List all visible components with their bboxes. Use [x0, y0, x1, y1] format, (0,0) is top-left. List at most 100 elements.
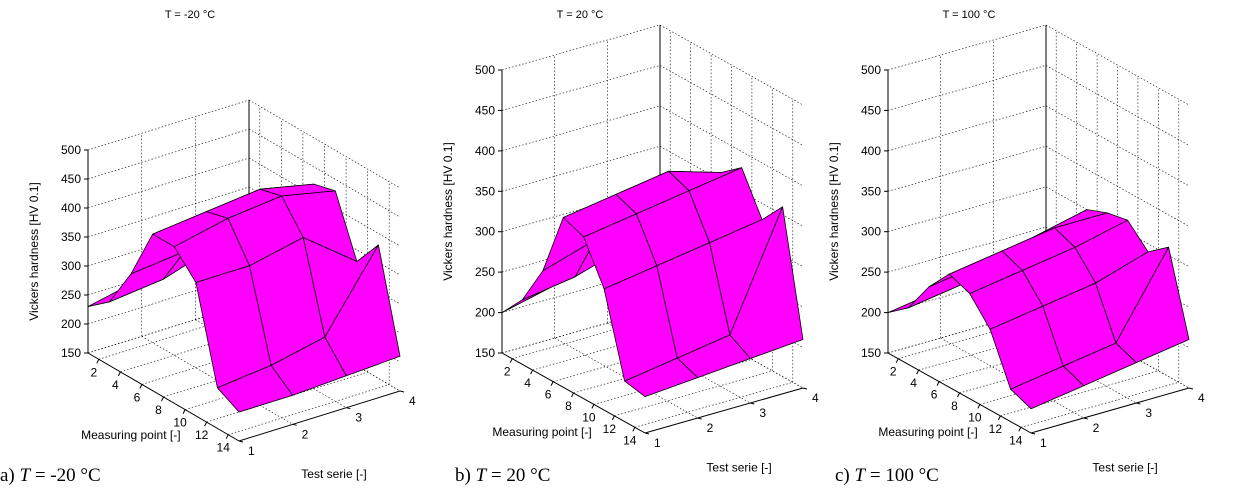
y-axis-line	[644, 387, 804, 434]
z-tick-label: 400	[475, 144, 495, 158]
x-tick-mark	[936, 381, 940, 386]
x-tick-label: 14	[217, 441, 231, 455]
x-tick-mark	[96, 359, 100, 364]
x-tick-mark	[997, 415, 1001, 421]
x-tick-label: 4	[112, 378, 119, 392]
x-tick-mark	[530, 369, 534, 375]
grid-line	[887, 226, 1047, 273]
x-tick-label: 8	[565, 399, 572, 413]
z-axis-label: Vickers hardness [HV 0.1]	[441, 142, 455, 281]
grid-line	[87, 186, 250, 238]
caption-letter: b)	[455, 465, 471, 486]
x-tick-label: 14	[623, 433, 637, 447]
grid-line	[248, 99, 401, 189]
x-tick-label: 4	[910, 376, 917, 390]
x-tick-mark	[117, 371, 121, 377]
x-tick-label: 6	[931, 388, 938, 402]
x-tick-label: 14	[1009, 433, 1023, 447]
y-tick-label: 3	[355, 411, 362, 425]
caption-variable: T	[19, 465, 31, 486]
x-tick-mark	[204, 421, 208, 427]
z-axis-label: Vickers hardness [HV 0.1]	[27, 182, 41, 321]
z-tick-label: 400	[861, 144, 881, 158]
z-tick-label: 350	[861, 184, 881, 198]
caption-equals: =	[30, 465, 51, 486]
y-tick-label: 2	[1093, 421, 1100, 435]
caption-variable: T	[475, 465, 487, 486]
x-tick-mark	[225, 434, 229, 439]
grid-line	[501, 105, 661, 152]
grid-line	[887, 24, 1047, 71]
z-tick-label: 300	[475, 225, 495, 239]
x-tick-mark	[1018, 427, 1022, 432]
grid-line	[659, 24, 804, 106]
plot-title: T = -20 °C	[165, 9, 215, 21]
z-tick-label: 350	[475, 184, 495, 198]
z-tick-label: 400	[61, 201, 81, 215]
z-tick-label: 250	[61, 288, 81, 302]
z-tick-label: 250	[861, 265, 881, 279]
x-tick-mark	[571, 392, 574, 398]
caption-c: c) T = 100 °C	[835, 465, 939, 487]
z-tick-label: 200	[861, 306, 881, 320]
caption-value: 20 °C	[506, 465, 551, 486]
grid-line	[501, 65, 661, 111]
y-tick-mark	[1136, 402, 1141, 405]
x-tick-mark	[139, 384, 143, 389]
x-tick-label: 12	[603, 422, 617, 436]
x-tick-mark	[182, 409, 186, 414]
z-tick-label: 500	[61, 143, 81, 157]
y-axis-line	[1030, 387, 1190, 434]
y-tick-mark	[292, 423, 297, 426]
x-tick-mark	[591, 404, 595, 409]
x-tick-label: 2	[504, 365, 511, 379]
z-axis-label: Vickers hardness [HV 0.1]	[827, 142, 841, 281]
z-tick-label: 150	[61, 346, 81, 360]
y-tick-mark	[238, 440, 244, 443]
x-tick-mark	[509, 358, 513, 363]
y-tick-mark	[399, 390, 405, 393]
y-axis-label: Test serie [-]	[1092, 461, 1157, 475]
grid-line	[501, 146, 661, 192]
x-tick-label: 10	[582, 410, 596, 424]
y-tick-label: 2	[707, 421, 714, 435]
y-axis-label: Test serie [-]	[301, 467, 366, 481]
z-tick-label: 150	[475, 346, 495, 360]
y-tick-label: 1	[1040, 436, 1047, 450]
grid-line	[501, 24, 661, 71]
y-tick-label: 1	[248, 444, 255, 458]
grid-line	[248, 128, 401, 218]
y-axis-label: Test serie [-]	[706, 461, 771, 475]
y-tick-mark	[697, 417, 702, 420]
z-tick-label: 350	[61, 230, 81, 244]
x-tick-mark	[611, 415, 615, 421]
x-axis-label: Measuring point [-]	[492, 425, 591, 439]
y-tick-mark	[750, 402, 755, 405]
x-tick-mark	[977, 404, 981, 409]
grid-line	[659, 105, 804, 187]
y-tick-mark	[346, 407, 351, 410]
grid-line	[1045, 24, 1190, 106]
grid-line	[887, 146, 1047, 192]
x-tick-label: 10	[968, 410, 982, 424]
y-tick-label: 4	[1198, 391, 1205, 405]
y-tick-label: 4	[812, 391, 819, 405]
x-tick-label: 2	[890, 365, 897, 379]
x-axis-label: Measuring point [-]	[878, 425, 977, 439]
z-tick-label: 200	[61, 317, 81, 331]
grid-line	[1045, 105, 1190, 187]
z-tick-label: 500	[861, 63, 881, 77]
grid-line	[141, 336, 293, 425]
y-tick-mark	[1083, 417, 1088, 420]
x-tick-mark	[957, 392, 960, 398]
caption-equals: =	[865, 465, 886, 486]
x-tick-label: 6	[545, 388, 552, 402]
caption-value: -20 °C	[50, 465, 101, 486]
grid-line	[87, 99, 250, 151]
z-tick-label: 450	[475, 103, 495, 117]
y-tick-label: 1	[654, 436, 661, 450]
x-tick-mark	[550, 381, 554, 386]
